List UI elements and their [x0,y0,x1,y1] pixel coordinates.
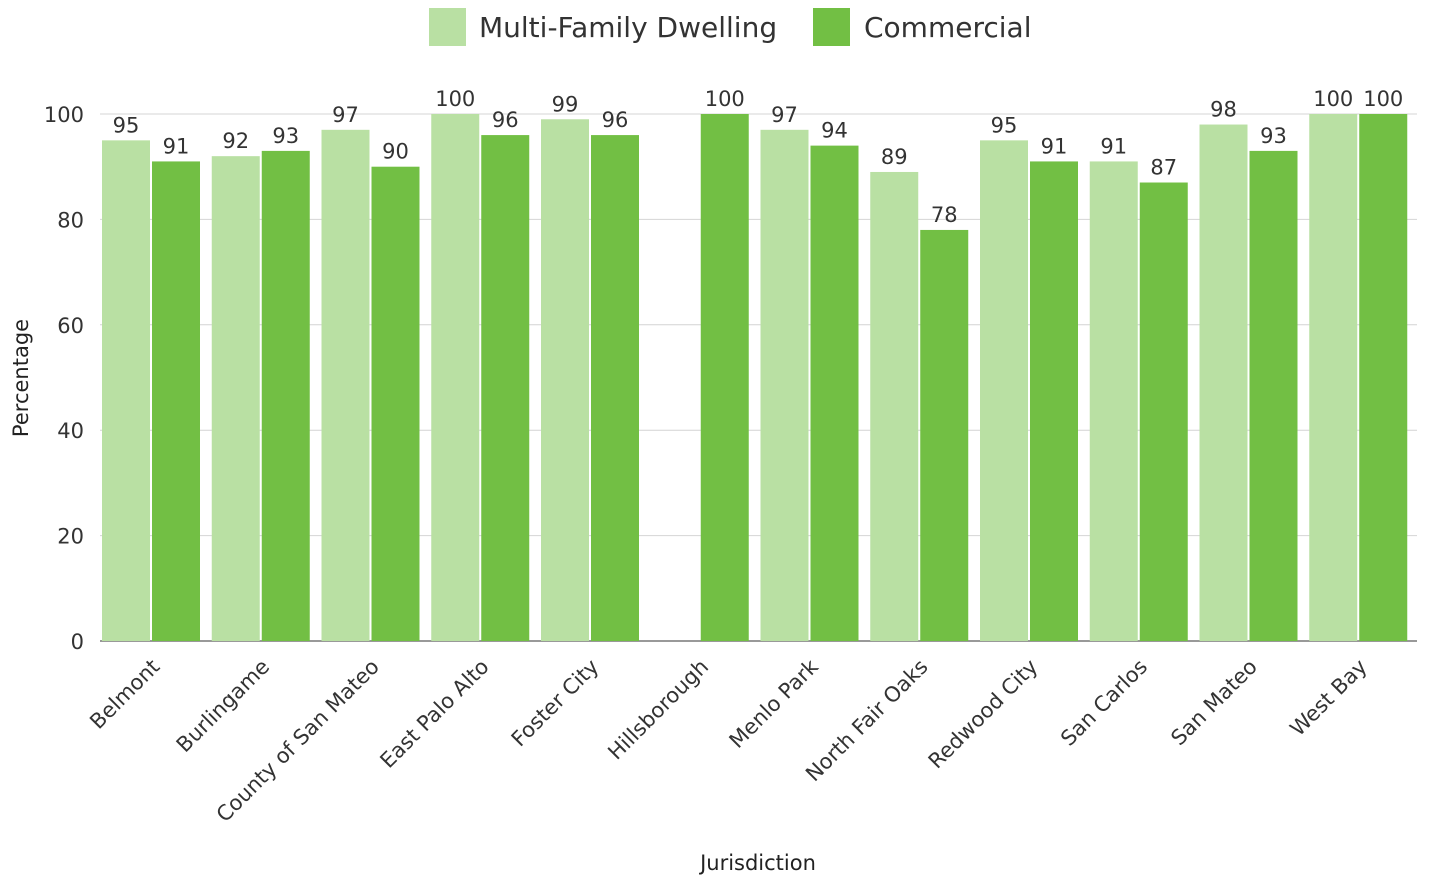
bar-commercial [700,114,749,641]
data-label: 100 [1363,87,1403,111]
bar-multi-family [1199,124,1248,642]
y-tick-label: 40 [57,419,84,443]
bar-commercial [920,229,969,641]
bar-multi-family [321,129,370,641]
legend-swatch [429,8,466,46]
x-tick-label: Redwood City [924,655,1043,774]
x-tick-label: Menlo Park [725,654,824,753]
bar-commercial [261,150,310,641]
y-tick-label: 60 [57,314,84,338]
bar-multi-family [102,140,150,641]
data-label: 93 [272,124,299,148]
data-labels: 95 91 92 93 97 90 100 96 99 96 100 97 94 89 78 95 91 91 87… [113,87,1404,227]
data-label: 97 [332,103,359,127]
y-axis-title: Percentage [9,319,33,437]
bar-multi-family [541,119,589,641]
data-label: 97 [771,103,798,127]
bar-commercial [481,135,530,641]
data-label: 95 [991,113,1018,137]
bar-multi-family [760,129,809,641]
data-label: 100 [435,87,475,111]
x-tick-label: Hillsborough [603,655,713,765]
x-tick-label: East Palo Alto [375,655,493,773]
data-label: 96 [492,108,519,132]
data-label: 90 [382,140,409,164]
x-tick-label: Foster City [507,655,604,752]
y-tick-label: 0 [71,630,84,654]
bar-commercial [810,145,859,641]
x-axis-title: Jurisdiction [698,851,816,875]
bar-commercial [1139,182,1188,641]
bar-commercial [371,166,420,641]
data-label: 96 [602,108,629,132]
x-tick-label: Burlingame [172,655,274,757]
bars [102,114,1408,642]
bar-multi-family [980,140,1028,641]
y-axis-ticks: 0 20 40 60 80 100 [44,103,84,654]
legend-label: Multi-Family Dwelling [479,11,777,44]
data-label: 93 [1260,124,1287,148]
bar-multi-family [211,156,260,641]
bar-commercial [1030,161,1078,641]
data-label: 99 [552,92,579,116]
data-label: 91 [1100,134,1127,158]
data-label: 89 [881,145,908,169]
bar-multi-family [431,114,480,641]
data-label: 91 [163,134,190,158]
x-tick-label: West Bay [1285,655,1371,741]
y-tick-label: 100 [44,103,84,127]
data-label: 92 [222,129,249,153]
bar-commercial [1359,114,1408,641]
data-label: 87 [1150,156,1177,180]
y-tick-label: 80 [57,208,84,232]
data-label: 91 [1041,134,1068,158]
data-label: 100 [705,87,745,111]
legend-swatch [813,8,850,46]
x-tick-label: San Carlos [1056,655,1152,751]
data-label: 98 [1210,98,1237,122]
y-tick-label: 20 [57,525,84,549]
gridlines [100,113,1417,642]
bar-multi-family [1309,114,1358,641]
bar-multi-family [870,171,919,641]
x-tick-label: Belmont [85,655,164,734]
x-tick-label: San Mateo [1166,655,1262,751]
data-label: 94 [821,119,848,143]
bar-multi-family [1089,161,1138,641]
bar-commercial [1249,150,1298,641]
bar-commercial [591,135,639,641]
legend: Multi-Family Dwelling Commercial [429,8,1031,46]
data-label: 95 [113,113,140,137]
x-tick-label: North Fair Oaks [801,655,933,787]
data-label: 78 [931,203,958,227]
bar-commercial [152,161,200,641]
data-label: 100 [1313,87,1353,111]
legend-label: Commercial [864,11,1031,44]
